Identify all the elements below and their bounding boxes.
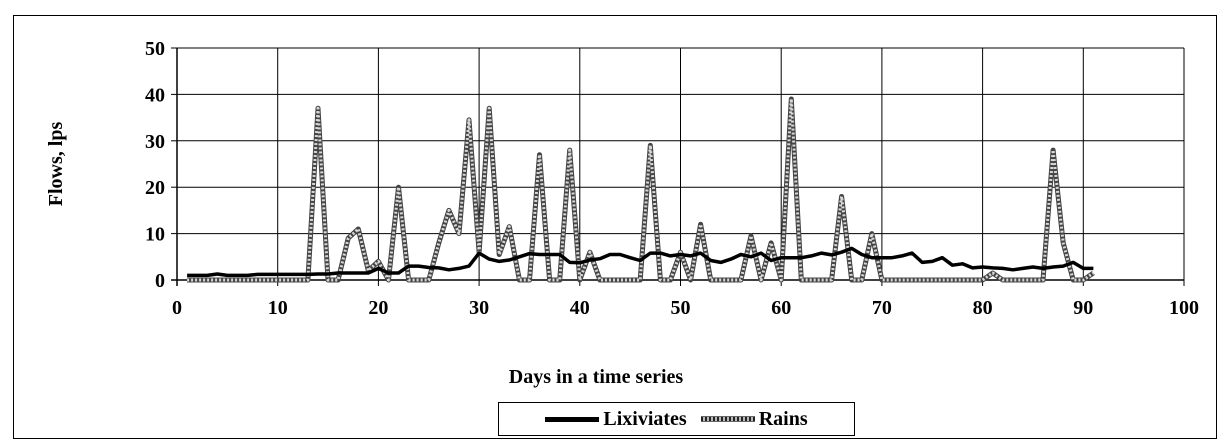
flows-line-chart: 0 10 20 30 40 50 60 70 80 90 100 0 10 20 30 40 50 Flows,…: [45, 38, 1199, 388]
chart-frame: 0 10 20 30 40 50 60 70 80 90 100 0 10 20 30 40 50 Flows,…: [13, 15, 1217, 439]
legend-swatch-rains: [700, 416, 755, 422]
legend: Lixiviates Rains: [498, 402, 855, 436]
tick-label-layer: 0 10 20 30 40 50 60 70 80 90 100 0 10 20 30 40 50: [145, 38, 1199, 319]
y-axis-title: Flows, lps: [45, 122, 67, 207]
y-tick-label: 0: [155, 270, 165, 292]
y-tick-label: 30: [145, 131, 165, 153]
y-tick-label: 50: [145, 38, 165, 60]
series-layer: [187, 96, 1095, 283]
x-tick-label: 50: [671, 297, 691, 319]
y-tick-label: 20: [145, 177, 165, 199]
x-tick-label: 40: [570, 297, 590, 319]
legend-label-lixiviates: Lixiviates: [603, 407, 687, 430]
grid-layer: [177, 47, 1185, 280]
series-rains: [187, 96, 1095, 283]
series-line-rains-outline: [187, 96, 1095, 283]
x-tick-label: 60: [771, 297, 791, 319]
legend-item-lixiviates: Lixiviates: [545, 407, 687, 431]
x-tick-label: 20: [368, 297, 388, 319]
x-axis-title: Days in a time series: [509, 366, 684, 388]
x-tick-label: 80: [973, 297, 993, 319]
x-tick-label: 0: [172, 297, 182, 319]
x-tick-label: 70: [872, 297, 892, 319]
x-tick-label: 100: [1169, 297, 1199, 319]
legend-item-rains: Rains: [700, 407, 808, 431]
series-line-lixiviates: [187, 246, 1094, 278]
x-tick-label: 90: [1073, 297, 1093, 319]
x-tick-label: 30: [469, 297, 489, 319]
y-tick-label: 10: [145, 224, 165, 246]
legend-label-rains: Rains: [758, 407, 808, 430]
y-tick-label: 40: [145, 84, 165, 106]
x-tick-label: 10: [268, 297, 288, 319]
legend-swatch-lixiviates: [545, 416, 600, 422]
